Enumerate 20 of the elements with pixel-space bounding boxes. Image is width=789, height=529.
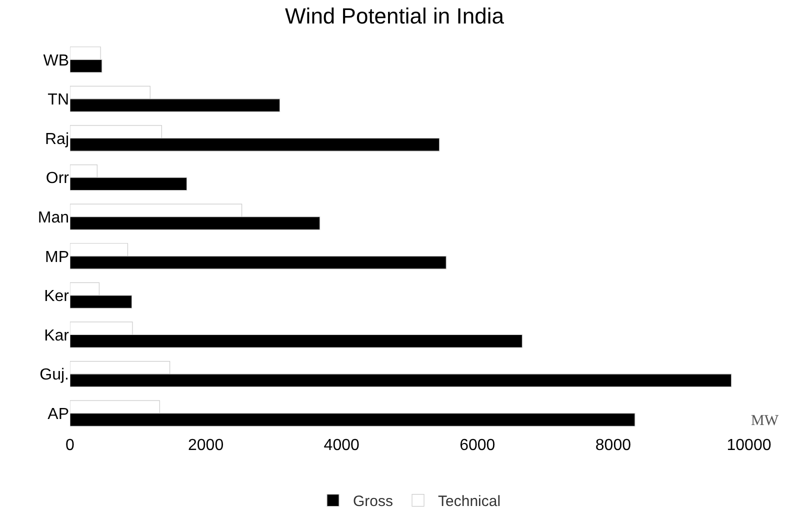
chart-title: Wind Potential in India — [285, 3, 505, 28]
legend-label: Technical — [438, 493, 501, 510]
y-tick-label: MP — [45, 248, 69, 266]
y-tick-label: WB — [43, 52, 69, 70]
y-tick-label: Raj — [44, 130, 69, 148]
x-axis-title: MW — [751, 413, 780, 429]
y-tick-label: Man — [38, 209, 69, 226]
x-tick-label: 2000 — [188, 437, 224, 454]
x-tick-label: 8000 — [595, 437, 632, 454]
y-tick-label: Orr — [46, 170, 70, 188]
y-tick-label: TN — [48, 92, 69, 109]
x-tick-label: 4000 — [324, 437, 360, 454]
y-tick-label: Ker — [44, 288, 70, 306]
x-tick-label: 0 — [66, 437, 75, 454]
x-tick-label: 6000 — [460, 437, 496, 454]
legend-label: Gross — [353, 493, 394, 510]
y-tick-label: AP — [48, 406, 69, 423]
y-tick-label: Kar — [44, 327, 70, 344]
y-tick-label: Guj. — [40, 366, 69, 384]
x-tick-label: 10000 — [726, 437, 772, 454]
